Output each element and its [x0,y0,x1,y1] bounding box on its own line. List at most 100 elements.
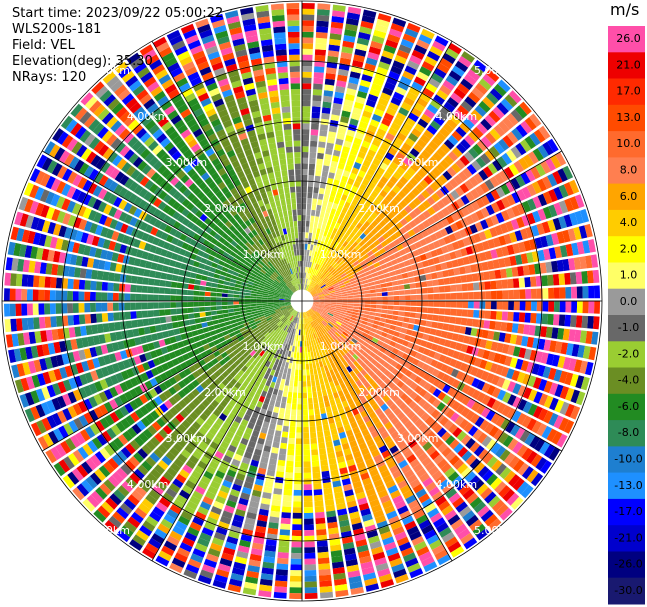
velocity-gate [414,255,422,263]
velocity-gate [278,454,286,461]
velocity-gate [446,243,455,252]
velocity-gate [291,316,295,322]
velocity-gate [487,351,496,362]
velocity-gate [440,106,452,117]
velocity-gate [286,338,290,345]
velocity-gate [102,271,110,281]
velocity-gate [324,298,331,300]
velocity-gate [516,481,530,495]
velocity-gate [508,474,521,487]
velocity-gate [270,417,277,425]
velocity-gate [380,579,395,589]
velocity-gate [354,244,362,251]
velocity-gate [302,43,314,50]
velocity-gate [456,301,463,308]
velocity-gate [303,404,308,410]
velocity-gate [309,152,317,159]
velocity-gate [429,434,440,445]
velocity-gate [529,113,542,127]
velocity-gate [371,324,379,329]
velocity-gate [284,483,293,490]
velocity-gate [357,392,365,400]
velocity-gate [371,258,379,264]
velocity-gate [185,415,195,425]
velocity-gate [422,200,431,209]
velocity-gate [397,81,410,91]
velocity-gate [491,499,505,513]
velocity-gate [243,413,251,422]
velocity-gate [419,179,429,189]
velocity-gate [462,488,475,500]
velocity-gate [319,314,326,319]
velocity-gate [455,198,465,208]
velocity-gate [348,575,362,584]
velocity-gate [359,26,373,35]
velocity-gate [477,505,490,518]
velocity-gate [491,374,500,386]
velocity-gate [330,319,336,325]
velocity-gate [195,417,205,426]
velocity-gate [164,302,171,309]
velocity-gate [335,450,344,458]
velocity-gate [459,155,470,166]
velocity-gate [389,403,398,412]
velocity-gate [376,340,384,347]
velocity-gate [490,290,497,300]
velocity-gate [118,302,125,311]
velocity-gate [296,329,299,336]
velocity-gate [380,403,389,412]
velocity-gate [313,251,318,258]
velocity-gate [363,358,371,366]
velocity-gate [149,452,161,463]
velocity-gate [311,106,321,113]
velocity-gate [558,200,569,214]
velocity-gate [302,283,304,290]
velocity-gate [552,170,563,185]
velocity-gate [361,15,375,24]
velocity-gate [310,351,314,358]
velocity-gate [379,346,387,354]
velocity-gate [286,313,292,319]
velocity-gate [334,91,345,99]
velocity-gate [451,163,462,174]
velocity-gate [407,191,416,201]
velocity-gate [548,287,555,299]
velocity-gate [368,315,375,320]
velocity-gate [358,240,366,247]
velocity-gate [247,440,256,449]
velocity-gate [486,439,497,451]
velocity-gate [225,499,237,509]
velocity-gate [366,406,374,415]
velocity-gate [376,128,387,137]
velocity-gate [421,498,434,509]
velocity-gate [222,309,229,314]
velocity-gate [335,85,346,94]
velocity-gate [364,270,372,276]
velocity-gate [256,400,263,408]
velocity-gate [520,360,529,372]
velocity-gate [229,370,237,378]
velocity-gate [460,532,474,545]
velocity-gate [456,430,467,442]
velocity-gate [248,465,258,473]
velocity-gate [320,407,326,414]
velocity-gate [570,315,577,328]
velocity-gate [382,474,394,484]
velocity-gate [326,219,332,226]
velocity-gate [585,255,593,269]
velocity-gate [199,312,206,318]
velocity-gate [434,549,449,561]
velocity-gate [348,123,357,132]
velocity-gate [403,259,411,267]
velocity-gate [339,245,345,252]
velocity-gate [363,267,370,273]
velocity-gate [124,293,131,301]
velocity-gate [554,246,562,259]
velocity-gate [303,260,306,267]
velocity-gate [213,531,226,541]
velocity-gate [592,316,600,330]
velocity-gate [429,450,440,461]
velocity-gate [431,203,441,213]
velocity-gate [362,68,375,77]
velocity-gate [417,203,427,213]
